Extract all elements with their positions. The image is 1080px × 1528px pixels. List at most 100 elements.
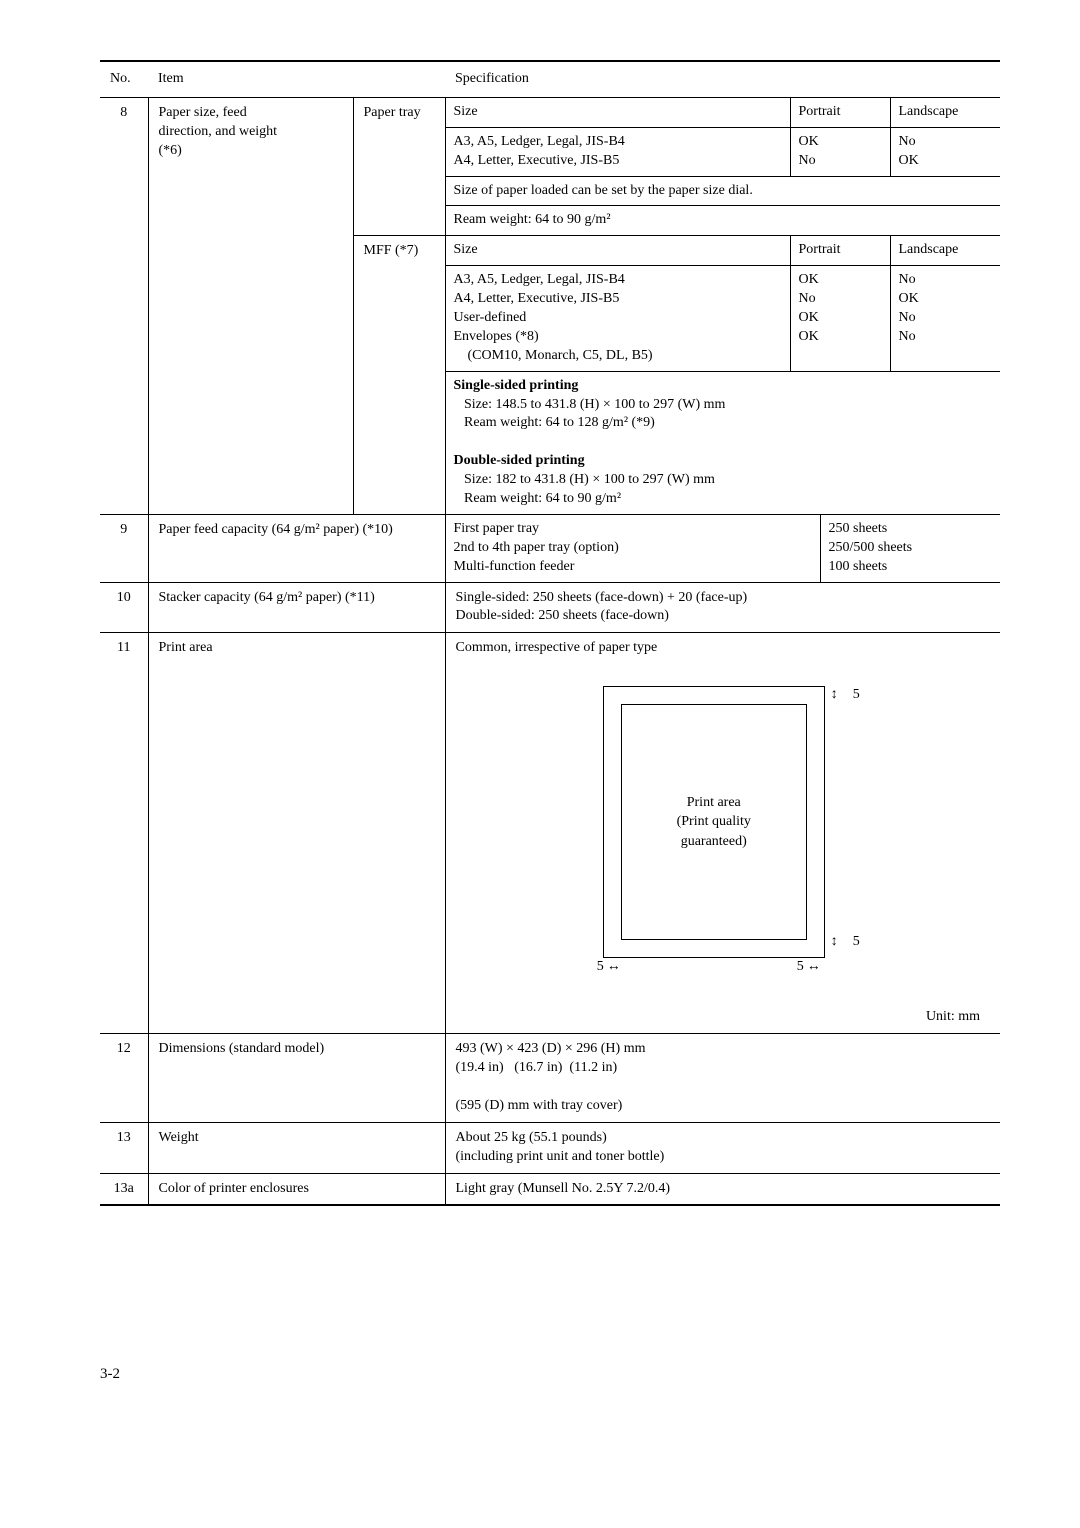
row-9-spec: First paper tray 2nd to 4th paper tray (… xyxy=(445,514,1000,582)
row-13: 13 Weight About 25 kg (55.1 pounds) (inc… xyxy=(100,1122,1000,1173)
unit-label: Unit: mm xyxy=(456,1008,991,1027)
mf-size: Size xyxy=(446,236,791,265)
header-item: Item xyxy=(148,61,445,97)
row8-mff: MFF (*7) xyxy=(353,236,445,515)
mf-p4: OK xyxy=(799,329,819,344)
pt-s1: A3, A5, Ledger, Legal, JIS-B4 xyxy=(454,134,625,149)
row-13-item: Weight xyxy=(148,1122,445,1173)
row9-names: First paper tray 2nd to 4th paper tray (… xyxy=(446,515,821,582)
row9-s1: First paper tray xyxy=(454,521,540,536)
mf-sizes: A3, A5, Ledger, Legal, JIS-B4 A4, Letter… xyxy=(446,266,791,371)
row13-s1: About 25 kg (55.1 pounds) xyxy=(456,1130,607,1145)
label5-botL: 5 xyxy=(597,958,604,977)
row9-values: 250 sheets 250/500 sheets 100 sheets xyxy=(820,515,1000,582)
row-11: 11 Print area Common, irrespective of pa… xyxy=(100,633,1000,1034)
row9-s3: Multi-function feeder xyxy=(454,559,575,574)
mf-land: No OK No No xyxy=(890,266,1000,371)
ssp-heading: Single-sided printing xyxy=(454,378,579,393)
row9-v3: 100 sheets xyxy=(829,559,888,574)
pt-note2: Ream weight: 64 to 90 g/m² xyxy=(446,206,1001,235)
row10-s2: Double-sided: 250 sheets (face-down) xyxy=(456,608,669,623)
mf-s5: (COM10, Monarch, C5, DL, B5) xyxy=(454,348,653,363)
row-13-no: 13 xyxy=(100,1122,148,1173)
row8-mff-spec: Size Portrait Landscape A3, A5, Ledger, … xyxy=(445,236,1000,515)
mf-p1: OK xyxy=(799,272,819,287)
row8-papertray-spec: Size Portrait Landscape A3, A5, Ledger, … xyxy=(445,97,1000,235)
dsp-l1: Size: 182 to 431.8 (H) × 100 to 297 (W) … xyxy=(454,472,715,487)
row-12-spec: 493 (W) × 423 (D) × 296 (H) mm (19.4 in)… xyxy=(445,1034,1000,1123)
row-11-spec: Common, irrespective of paper type Print… xyxy=(445,633,1000,1034)
row-13a-item: Color of printer enclosures xyxy=(148,1173,445,1205)
pt-landscape: Landscape xyxy=(890,98,1000,127)
label5-botM: 5 xyxy=(797,958,804,977)
row10-s1: Single-sided: 250 sheets (face-down) + 2… xyxy=(456,590,748,605)
pt-port: OK No xyxy=(790,127,890,176)
row-9-item: Paper feed capacity (64 g/m² paper) (*10… xyxy=(148,514,445,582)
dsp-l2: Ream weight: 64 to 90 g/m² xyxy=(454,491,622,506)
mf-notes: Single-sided printing Size: 148.5 to 431… xyxy=(446,371,1001,514)
diag-l2: (Print quality xyxy=(677,814,751,829)
mff-subtable: Size Portrait Landscape A3, A5, Ledger, … xyxy=(446,236,1001,514)
page-number: 3-2 xyxy=(100,1366,1000,1383)
diag-l3: guaranteed) xyxy=(681,834,747,849)
row11-s1: Common, irrespective of paper type xyxy=(456,640,658,655)
pt-l1: No xyxy=(899,134,916,149)
row-10-spec: Single-sided: 250 sheets (face-down) + 2… xyxy=(445,582,1000,633)
row9-s2: 2nd to 4th paper tray (option) xyxy=(454,540,619,555)
row-8-item: Paper size, feed direction, and weight (… xyxy=(148,97,353,514)
table-header-row: No. Item Specification xyxy=(100,61,1000,97)
papertray-subtable: Size Portrait Landscape A3, A5, Ledger, … xyxy=(446,98,1001,235)
mf-s4: Envelopes (*8) xyxy=(454,329,539,344)
arrow-h2-icon: ↔ xyxy=(807,958,821,977)
inner-rect: Print area (Print quality guaranteed) xyxy=(621,704,807,940)
mf-port: OK No OK OK xyxy=(790,266,890,371)
row9-subtable: First paper tray 2nd to 4th paper tray (… xyxy=(446,515,1001,582)
pt-portrait: Portrait xyxy=(790,98,890,127)
row8-item-l1: Paper size, feed xyxy=(159,105,247,120)
mf-s1: A3, A5, Ledger, Legal, JIS-B4 xyxy=(454,272,625,287)
diag-l1: Print area xyxy=(687,795,741,810)
row-9: 9 Paper feed capacity (64 g/m² paper) (*… xyxy=(100,514,1000,582)
pt-land: No OK xyxy=(890,127,1000,176)
ssp-l2: Ream weight: 64 to 128 g/m² (*9) xyxy=(454,415,655,430)
pt-sizes: A3, A5, Ledger, Legal, JIS-B4 A4, Letter… xyxy=(446,127,791,176)
row-13a-spec: Light gray (Munsell No. 2.5Y 7.2/0.4) xyxy=(445,1173,1000,1205)
mf-l1: No xyxy=(899,272,916,287)
row8-item-l2: direction, and weight xyxy=(159,124,278,139)
row-8-no: 8 xyxy=(100,97,148,514)
arrow-h1-icon: ↔ xyxy=(607,958,621,977)
row9-v1: 250 sheets xyxy=(829,521,888,536)
pt-size: Size xyxy=(446,98,791,127)
row-10-no: 10 xyxy=(100,582,148,633)
pt-l2: OK xyxy=(899,153,919,168)
mf-l3: No xyxy=(899,310,916,325)
row-11-item: Print area xyxy=(148,633,445,1034)
row-12: 12 Dimensions (standard model) 493 (W) ×… xyxy=(100,1034,1000,1123)
row8-papertray: Paper tray xyxy=(353,97,445,235)
spec-table: No. Item Specification 8 Paper size, fee… xyxy=(100,60,1000,1206)
row9-v2: 250/500 sheets xyxy=(829,540,913,555)
row12-s2: (19.4 in) (16.7 in) (11.2 in) xyxy=(456,1060,618,1075)
row12-s3: (595 (D) mm with tray cover) xyxy=(456,1098,623,1113)
arrow-top-icon: ↕ xyxy=(831,686,838,705)
header-no: No. xyxy=(100,61,148,97)
mf-l4: No xyxy=(899,329,916,344)
pt-note1: Size of paper loaded can be set by the p… xyxy=(446,176,1001,206)
row-12-item: Dimensions (standard model) xyxy=(148,1034,445,1123)
row8-item-l3: (*6) xyxy=(159,143,182,158)
row-13a: 13a Color of printer enclosures Light gr… xyxy=(100,1173,1000,1205)
row-13a-no: 13a xyxy=(100,1173,148,1205)
row-10-item: Stacker capacity (64 g/m² paper) (*11) xyxy=(148,582,445,633)
label5-top: 5 xyxy=(853,686,860,705)
row-13-spec: About 25 kg (55.1 pounds) (including pri… xyxy=(445,1122,1000,1173)
pt-p2: No xyxy=(799,153,816,168)
header-spec: Specification xyxy=(445,61,1000,97)
row-10: 10 Stacker capacity (64 g/m² paper) (*11… xyxy=(100,582,1000,633)
mf-portrait: Portrait xyxy=(790,236,890,265)
dsp-heading: Double-sided printing xyxy=(454,453,585,468)
row12-s1: 493 (W) × 423 (D) × 296 (H) mm xyxy=(456,1041,646,1056)
mf-s3: User-defined xyxy=(454,310,527,325)
mf-landscape: Landscape xyxy=(890,236,1000,265)
print-area-diagram: Print area (Print quality guaranteed) ↕ … xyxy=(563,668,883,1008)
arrow-bot-icon: ↕ xyxy=(831,933,838,952)
